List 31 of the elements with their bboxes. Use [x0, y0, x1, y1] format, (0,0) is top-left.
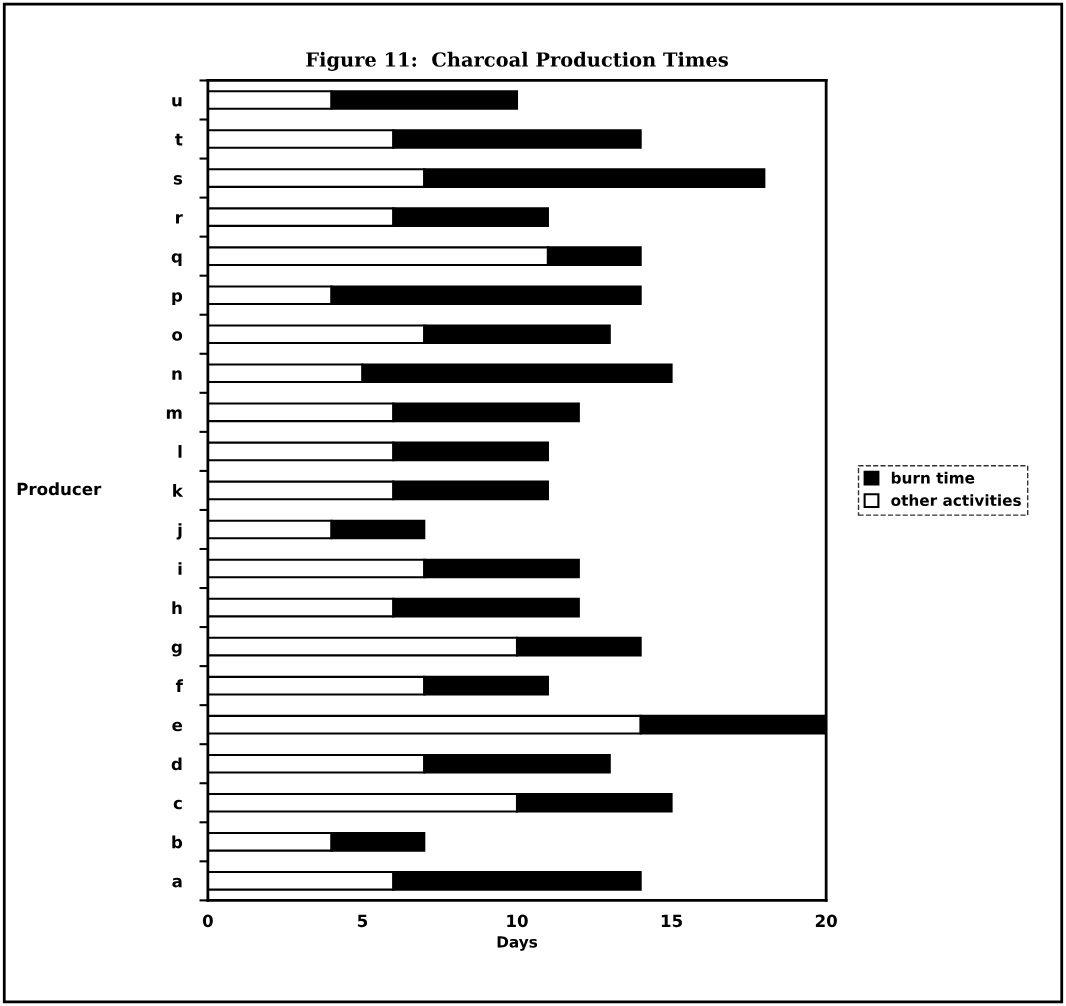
chart-title: Figure 11: Charcoal Production Times	[306, 51, 728, 71]
y-tick-label: l	[178, 445, 182, 458]
legend-label: other activities	[891, 494, 1021, 507]
y-tick-label: f	[175, 679, 184, 692]
y-tick-label: p	[172, 292, 183, 306]
y-tick-label: g	[171, 643, 182, 657]
y-tick-label: r	[176, 214, 183, 224]
x-tick-label: 20	[815, 914, 837, 928]
y-axis-title: Producer	[17, 482, 102, 496]
x-tick-label: 15	[661, 914, 683, 928]
y-tick-label: o	[172, 331, 183, 341]
y-tick-label: e	[172, 721, 183, 732]
x-tick-label: 0	[202, 914, 213, 928]
y-tick-label: k	[173, 484, 184, 497]
y-tick-label: b	[172, 835, 183, 849]
y-tick-label: n	[172, 370, 182, 380]
y-tick-label: a	[172, 877, 182, 888]
x-tick-label: 10	[507, 914, 528, 928]
y-tick-label: m	[166, 409, 182, 419]
y-tick-label: c	[173, 799, 182, 810]
y-tick-label: d	[171, 757, 182, 771]
legend-label: burn time	[891, 471, 975, 484]
x-axis-title: Days	[497, 936, 538, 951]
y-tick-label: j	[176, 523, 182, 540]
y-tick-label: q	[171, 253, 182, 266]
y-tick-label: h	[172, 601, 182, 614]
x-tick-label: 5	[357, 914, 368, 928]
y-tick-label: u	[172, 97, 182, 107]
y-tick-label: t	[175, 133, 183, 146]
y-tick-label: i	[178, 562, 182, 575]
y-tick-label: s	[173, 175, 183, 185]
